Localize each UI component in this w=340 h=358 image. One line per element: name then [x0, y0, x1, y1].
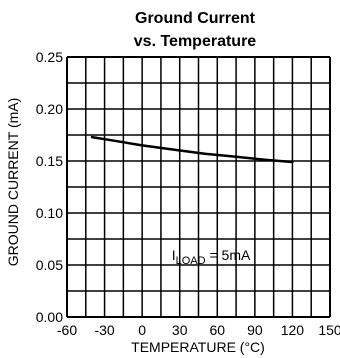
y-axis-label: GROUND CURRENT (mA) [5, 98, 21, 267]
chart-subtitle: vs. Temperature [134, 33, 257, 50]
y-tick-label: 0.20 [36, 101, 63, 117]
y-tick-label: 0.15 [36, 153, 63, 169]
grid [66, 56, 331, 318]
chart-title: Ground Current [135, 10, 256, 27]
x-tick-label: 90 [247, 322, 263, 338]
y-tick-label: 0.25 [36, 49, 63, 65]
series-layer [90, 135, 294, 164]
x-tick-label: -60 [57, 322, 77, 338]
series-line [90, 135, 294, 164]
y-tick-label: 0.10 [36, 205, 63, 221]
annotation-subscript: LOAD [176, 255, 206, 267]
x-axis-label: TEMPERATURE (°C) [131, 339, 265, 355]
x-tick-label: 120 [281, 322, 305, 338]
y-tick-label: 0.00 [36, 309, 63, 325]
x-tick-label: 60 [209, 322, 225, 338]
annotation-rest: = 5mA [206, 247, 251, 263]
annotation-main: I [172, 247, 176, 263]
y-tick-label: 0.05 [36, 257, 63, 273]
y-tick-labels: 0.00 0.05 0.10 0.15 0.20 0.25 [36, 49, 63, 325]
x-tick-label: 0 [138, 322, 146, 338]
x-tick-label: 150 [318, 322, 340, 338]
x-tick-label: -30 [94, 322, 114, 338]
load-annotation: ILOAD = 5mA [172, 247, 251, 267]
x-tick-labels: -60 -30 0 30 60 90 120 150 [57, 322, 340, 338]
x-tick-label: 30 [172, 322, 188, 338]
